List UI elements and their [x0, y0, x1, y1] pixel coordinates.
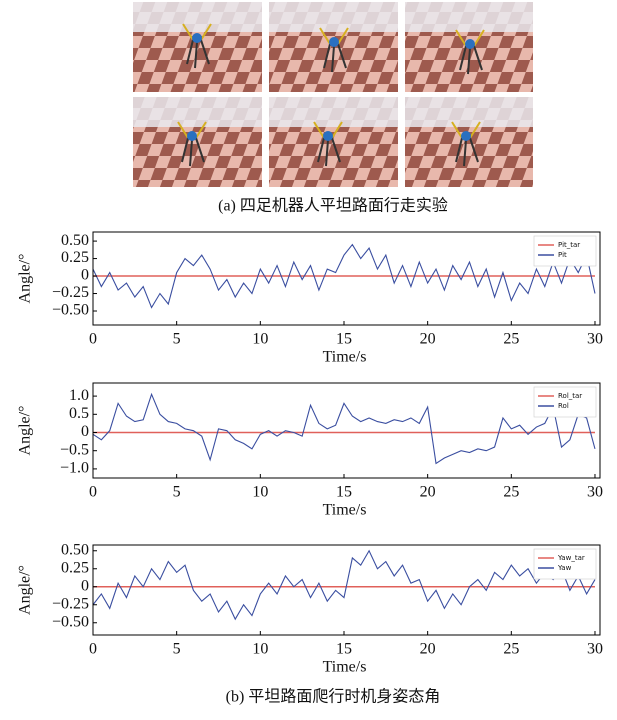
legend: Rol_tar Rol — [533, 386, 597, 418]
x-tick-label: 25 — [503, 484, 519, 501]
y-tick-label: −0.50 — [52, 302, 89, 319]
y-axis-label: Angle/° — [17, 406, 34, 456]
y-tick-label: −0.5 — [60, 441, 89, 458]
y-tick-label: 0.25 — [61, 249, 89, 266]
x-axis-label: Time/s — [323, 502, 367, 519]
y-axis-label: Angle/° — [17, 254, 34, 304]
x-tick-label: 20 — [420, 484, 436, 501]
y-tick-label: 0.25 — [61, 559, 89, 576]
legend-label: Yaw — [557, 564, 572, 572]
x-tick-label: 5 — [173, 641, 181, 658]
x-tick-label: 20 — [420, 641, 436, 658]
legend-box — [533, 386, 597, 418]
y-tick-label: −1.0 — [60, 460, 89, 477]
photos — [133, 2, 533, 187]
y-tick-label: −0.25 — [52, 595, 89, 612]
caption: (b) 平坦路面爬行时机身姿态角 — [226, 688, 441, 706]
data-line — [92, 549, 596, 621]
x-tick-label: 15 — [336, 641, 352, 658]
x-tick-label: 10 — [252, 331, 268, 348]
data-line — [92, 243, 596, 309]
legend-label: Yaw_tar — [557, 554, 585, 562]
legend: Pit_tar Pit — [533, 235, 597, 267]
x-tick-label: 25 — [503, 331, 519, 348]
x-tick-label: 15 — [336, 484, 352, 501]
legend-label: Pit_tar — [558, 241, 580, 249]
x-axis-label: Time/s — [323, 659, 367, 676]
y-tick-label: 0 — [81, 577, 89, 594]
x-axis-label: Time/s — [323, 349, 367, 366]
legend-box — [533, 548, 597, 580]
data-line — [92, 392, 596, 465]
y-tick-label: −0.50 — [52, 613, 89, 630]
axes-frame — [92, 382, 601, 479]
x-tick-label: 5 — [173, 331, 181, 348]
y-tick-label: 0.50 — [61, 232, 89, 249]
x-tick-label: 15 — [336, 331, 352, 348]
x-tick-label: 0 — [89, 641, 97, 658]
y-tick-label: −0.25 — [52, 284, 89, 301]
axes-frame — [92, 231, 601, 326]
x-tick-label: 30 — [587, 331, 603, 348]
y-tick-label: 1.0 — [69, 387, 89, 404]
axes-frame — [92, 544, 601, 636]
x-tick-label: 30 — [587, 641, 603, 658]
legend: Yaw_tar Yaw — [533, 548, 597, 580]
x-tick-label: 30 — [587, 484, 603, 501]
y-axis-label: Angle/° — [17, 565, 34, 615]
x-tick-label: 0 — [89, 331, 97, 348]
x-tick-label: 5 — [173, 484, 181, 501]
x-tick-label: 20 — [420, 331, 436, 348]
x-tick-label: 10 — [252, 641, 268, 658]
x-tick-label: 25 — [503, 641, 519, 658]
legend-box — [533, 235, 597, 267]
legend-label: Rol — [558, 402, 569, 410]
legend-label: Rol_tar — [558, 392, 582, 400]
caption: (a) 四足机器人平坦路面行走实验 — [218, 197, 448, 215]
x-tick-label: 0 — [89, 484, 97, 501]
y-tick-label: 0.5 — [69, 405, 89, 422]
y-tick-label: 0.50 — [61, 541, 89, 558]
legend-label: Pit — [558, 251, 567, 259]
y-tick-label: 0 — [81, 423, 89, 440]
x-tick-label: 10 — [252, 484, 268, 501]
y-tick-label: 0 — [81, 267, 89, 284]
